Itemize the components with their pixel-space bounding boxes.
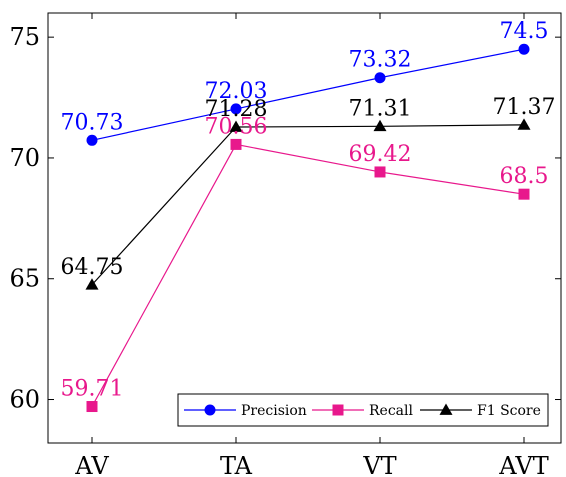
- x-tick-label: AVT: [498, 452, 548, 477]
- data-point-precision: [518, 43, 530, 55]
- data-point-f1-score: [229, 120, 243, 132]
- data-label: 64.75: [61, 255, 124, 280]
- legend-marker: [439, 403, 453, 415]
- legend-label: Recall: [369, 403, 413, 419]
- legend-entry-precision: Precision: [184, 403, 307, 419]
- data-point-recall: [230, 138, 242, 150]
- legend-entry-f1-score: F1 Score: [420, 403, 541, 419]
- data-label: 71.31: [349, 96, 412, 121]
- legend-entry-recall: Recall: [312, 403, 413, 419]
- data-point-recall: [518, 188, 530, 200]
- x-tick-label: VT: [362, 452, 396, 477]
- x-tick-label: TA: [220, 452, 253, 477]
- data-label: 72.03: [205, 79, 268, 104]
- data-label: 74.5: [500, 19, 549, 44]
- y-tick-label: 65: [9, 265, 40, 293]
- data-label: 73.32: [349, 48, 412, 73]
- data-point-precision: [86, 134, 98, 146]
- legend-label: Precision: [241, 403, 307, 419]
- data-label: 69.42: [349, 142, 412, 167]
- x-tick-label: AV: [74, 452, 109, 477]
- y-tick-label: 75: [9, 23, 40, 51]
- legend-label: F1 Score: [477, 403, 541, 419]
- data-point-f1-score: [517, 118, 531, 130]
- legend-marker: [332, 404, 344, 416]
- y-tick-label: 70: [9, 144, 40, 172]
- data-label: 70.73: [61, 110, 124, 135]
- data-point-precision: [374, 72, 386, 84]
- data-point-recall: [86, 401, 98, 413]
- legend-marker: [204, 404, 216, 416]
- data-point-precision: [230, 103, 242, 115]
- data-point-f1-score: [85, 278, 99, 290]
- data-label: 68.5: [500, 164, 549, 189]
- data-label: 70.56: [205, 114, 268, 139]
- data-point-f1-score: [373, 119, 387, 132]
- data-point-recall: [374, 166, 386, 178]
- series-line-precision: [91, 48, 525, 141]
- data-label: 59.71: [61, 377, 124, 402]
- data-label: 71.28: [205, 97, 268, 122]
- series-line-f1-score: [91, 124, 525, 286]
- data-label: 71.37: [493, 95, 556, 120]
- series-line-recall: [91, 143, 525, 407]
- plot-frame: [47, 12, 562, 444]
- y-tick-label: 60: [9, 386, 40, 414]
